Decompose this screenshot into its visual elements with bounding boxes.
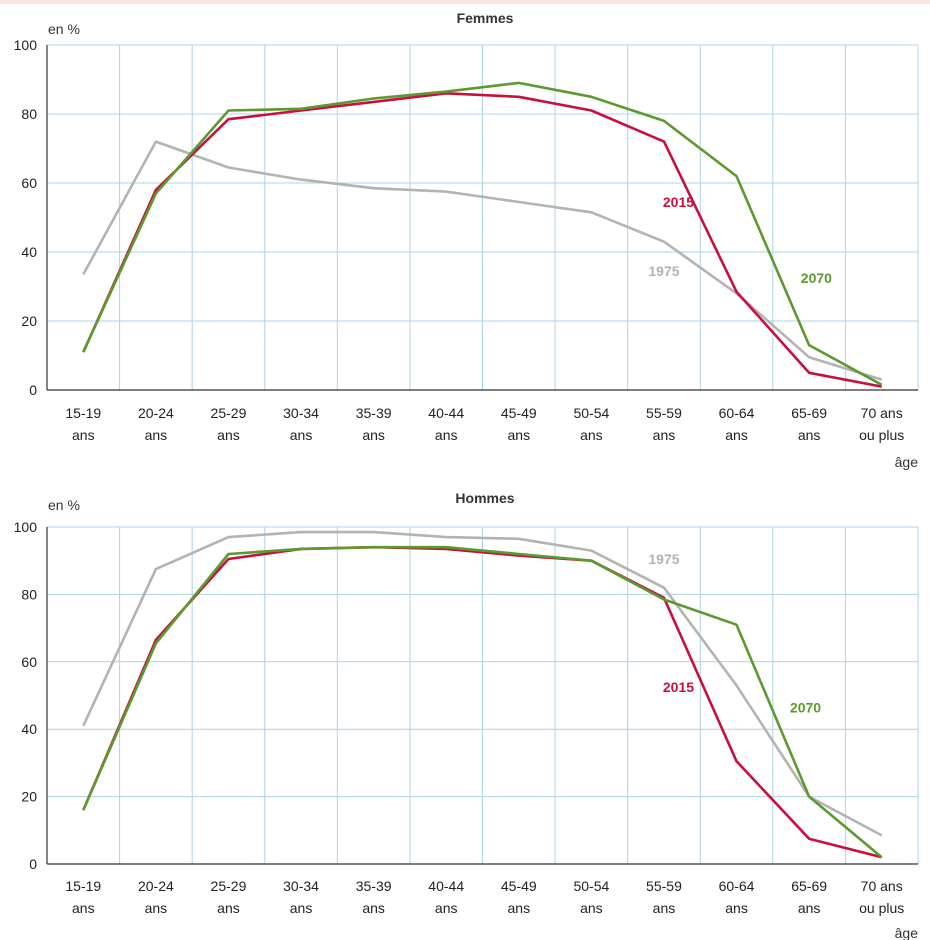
x-tick-label: ans <box>217 900 240 916</box>
x-tick-label: ans <box>362 900 385 916</box>
x-tick-label: 40-44 <box>428 405 464 421</box>
x-tick-label: 50-54 <box>573 878 609 894</box>
x-tick-label: ans <box>798 427 821 443</box>
x-tick-label: ans <box>145 427 168 443</box>
x-tick-label: 65-69 <box>791 405 827 421</box>
series-line-1975 <box>82 530 883 837</box>
x-tick-label: ans <box>290 427 313 443</box>
x-tick-label: ans <box>435 427 458 443</box>
y-tick-label: 80 <box>21 106 37 122</box>
chart-title: Femmes <box>457 10 514 26</box>
x-tick-label: 30-34 <box>283 878 319 894</box>
series-label-2070: 2070 <box>790 699 821 715</box>
series-label-1975: 1975 <box>648 263 679 279</box>
x-tick-label: ans <box>653 900 676 916</box>
x-tick-label: ans <box>217 427 240 443</box>
x-tick-label: ou plus <box>859 900 904 916</box>
x-axis-label: âge <box>895 454 919 470</box>
chart-femmes: 0 20 40 60 80 100 15-19 ans 20-24 ans 25-29 ans 30-3… <box>14 10 919 470</box>
series-label-2070: 2070 <box>801 270 832 286</box>
y-tick-label: 20 <box>21 789 37 805</box>
x-tick-label: ans <box>362 427 385 443</box>
series-line-2015 <box>82 92 882 388</box>
x-tick-label: ans <box>653 427 676 443</box>
y-tick-label: 60 <box>21 654 37 670</box>
x-tick-label: 20-24 <box>138 878 174 894</box>
x-tick-label: 60-64 <box>719 878 755 894</box>
x-tick-label: ans <box>725 900 748 916</box>
x-tick-label: 60-64 <box>719 405 755 421</box>
x-tick-label: 15-19 <box>65 405 101 421</box>
x-tick-label: 15-19 <box>65 878 101 894</box>
x-tick-label: 30-34 <box>283 405 319 421</box>
x-tick-label: 65-69 <box>791 878 827 894</box>
series-line-2070 <box>82 545 883 859</box>
x-tick-label: 35-39 <box>356 878 392 894</box>
x-tick-label: ou plus <box>859 427 904 443</box>
x-tick-label: 45-49 <box>501 878 537 894</box>
y-tick-label: 40 <box>21 721 37 737</box>
x-tick-label: 70 ans <box>861 405 903 421</box>
y-tick-label: 20 <box>21 313 37 329</box>
y-axis-label: en % <box>48 497 80 513</box>
x-tick-label: ans <box>435 900 458 916</box>
x-tick-label: 35-39 <box>356 405 392 421</box>
x-tick-label: 25-29 <box>211 405 247 421</box>
x-tick-label: 55-59 <box>646 878 682 894</box>
series-line-2015 <box>82 545 883 859</box>
x-tick-label: ans <box>580 427 603 443</box>
top-header-strip <box>0 0 930 4</box>
series-line-2070 <box>82 81 883 386</box>
x-tick-label: ans <box>72 900 95 916</box>
x-tick-label: 45-49 <box>501 405 537 421</box>
y-tick-label: 0 <box>29 382 37 398</box>
x-tick-label: ans <box>72 427 95 443</box>
y-tick-label: 100 <box>14 37 38 53</box>
y-tick-label: 100 <box>14 519 38 535</box>
x-tick-label: 20-24 <box>138 405 174 421</box>
x-tick-label: ans <box>725 427 748 443</box>
y-axis-label: en % <box>48 21 80 37</box>
x-tick-label: 55-59 <box>646 405 682 421</box>
x-axis-label: âge <box>895 925 919 940</box>
x-tick-label: ans <box>508 900 531 916</box>
y-tick-label: 40 <box>21 244 37 260</box>
x-tick-label: 25-29 <box>211 878 247 894</box>
chart-hommes: 0 20 40 60 80 100 15-19 ans 20-24 ans 25-29 ans 30-3… <box>14 490 919 940</box>
y-tick-label: 0 <box>29 856 37 872</box>
x-tick-label: ans <box>508 427 531 443</box>
series-label-2015: 2015 <box>663 679 694 695</box>
x-tick-label: 40-44 <box>428 878 464 894</box>
x-tick-label: 50-54 <box>573 405 609 421</box>
x-tick-label: ans <box>145 900 168 916</box>
y-tick-label: 60 <box>21 175 37 191</box>
y-tick-label: 80 <box>21 586 37 602</box>
series-label-1975: 1975 <box>648 551 679 567</box>
x-tick-label: ans <box>798 900 821 916</box>
series-label-2015: 2015 <box>663 194 694 210</box>
chart-title: Hommes <box>455 490 514 506</box>
x-tick-label: ans <box>290 900 313 916</box>
x-tick-label: 70 ans <box>861 878 903 894</box>
x-tick-label: ans <box>580 900 603 916</box>
